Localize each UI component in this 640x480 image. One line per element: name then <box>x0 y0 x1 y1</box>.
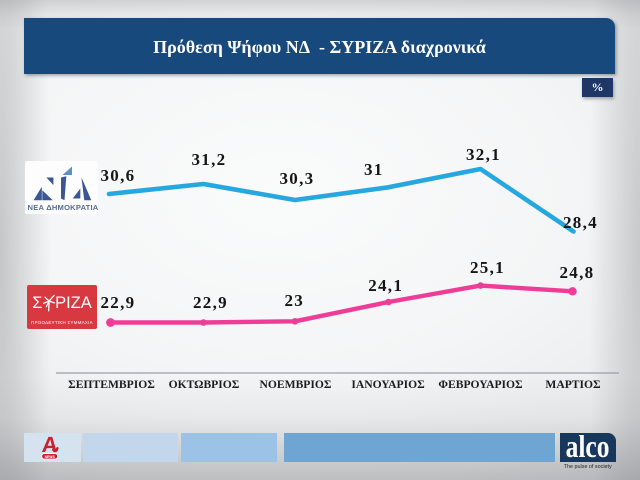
svg-text:NEWS: NEWS <box>45 455 56 459</box>
